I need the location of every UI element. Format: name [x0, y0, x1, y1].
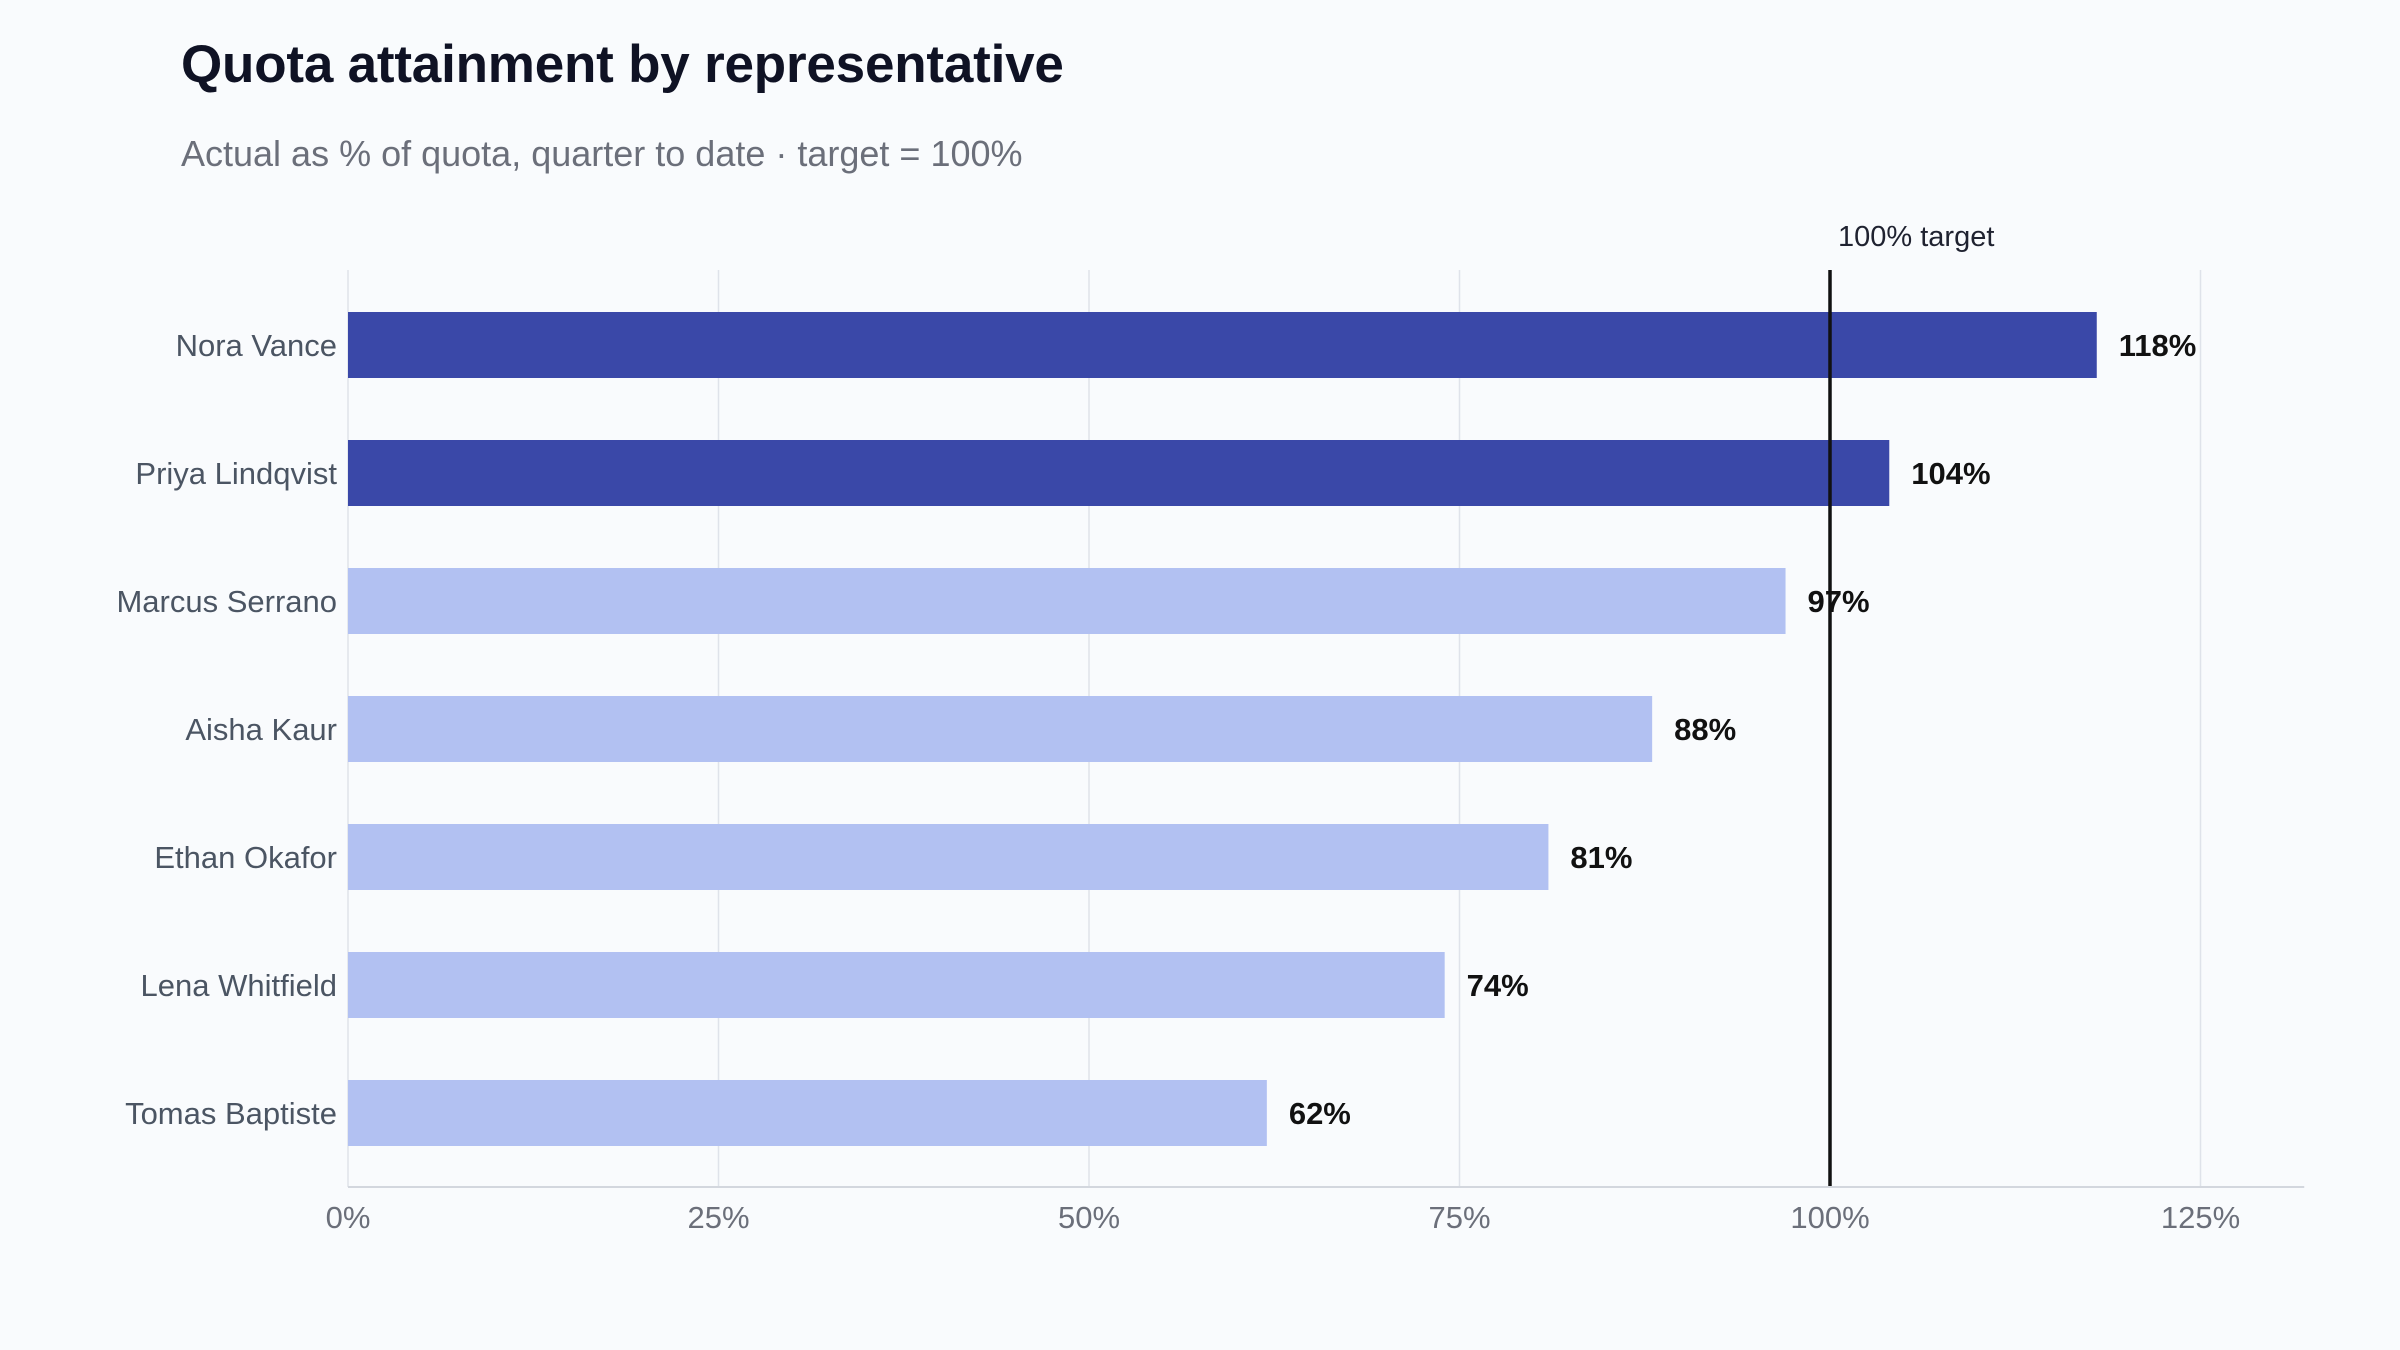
- x-tick-label: 0%: [326, 1200, 371, 1235]
- bar: [348, 1080, 1267, 1146]
- x-tick-label: 100%: [1790, 1200, 1869, 1235]
- value-label: 74%: [1467, 968, 1529, 1003]
- target-reference: 100% target: [1828, 221, 1994, 1187]
- value-label: 118%: [2119, 328, 2197, 363]
- value-label: 104%: [1911, 456, 1990, 491]
- chart-subtitle: Actual as % of quota, quarter to date · …: [181, 133, 1023, 174]
- value-label: 97%: [1808, 584, 1870, 619]
- value-labels: 118% 104% 97% 88% 81% 74% 62%: [1289, 328, 2196, 1131]
- bar: [348, 568, 1786, 634]
- category-label: Priya Lindqvist: [135, 456, 337, 491]
- x-tick-label: 25%: [687, 1200, 749, 1235]
- category-label: Tomas Baptiste: [125, 1096, 337, 1131]
- bar: [348, 952, 1445, 1018]
- category-label: Marcus Serrano: [116, 584, 337, 619]
- target-line-label: 100% target: [1838, 221, 1994, 253]
- chart-title: Quota attainment by representative: [181, 35, 1064, 94]
- bars: [348, 312, 2097, 1146]
- category-label: Lena Whitfield: [141, 968, 337, 1003]
- value-label: 81%: [1570, 840, 1632, 875]
- category-labels: Nora Vance Priya Lindqvist Marcus Serrano A…: [116, 328, 337, 1131]
- x-tick-label: 50%: [1058, 1200, 1120, 1235]
- bar: [348, 824, 1549, 890]
- x-tick-label: 125%: [2161, 1200, 2240, 1235]
- bar: [348, 696, 1653, 762]
- value-label: 62%: [1289, 1096, 1351, 1131]
- category-label: Nora Vance: [176, 328, 337, 363]
- category-label: Aisha Kaur: [185, 712, 337, 747]
- category-label: Ethan Okafor: [154, 840, 337, 875]
- bar: [348, 440, 1890, 506]
- x-axis: 0% 25% 50% 75% 100% 125%: [326, 1186, 2305, 1235]
- value-label: 88%: [1674, 712, 1736, 747]
- bar: [348, 312, 2097, 378]
- x-tick-label: 75%: [1428, 1200, 1490, 1235]
